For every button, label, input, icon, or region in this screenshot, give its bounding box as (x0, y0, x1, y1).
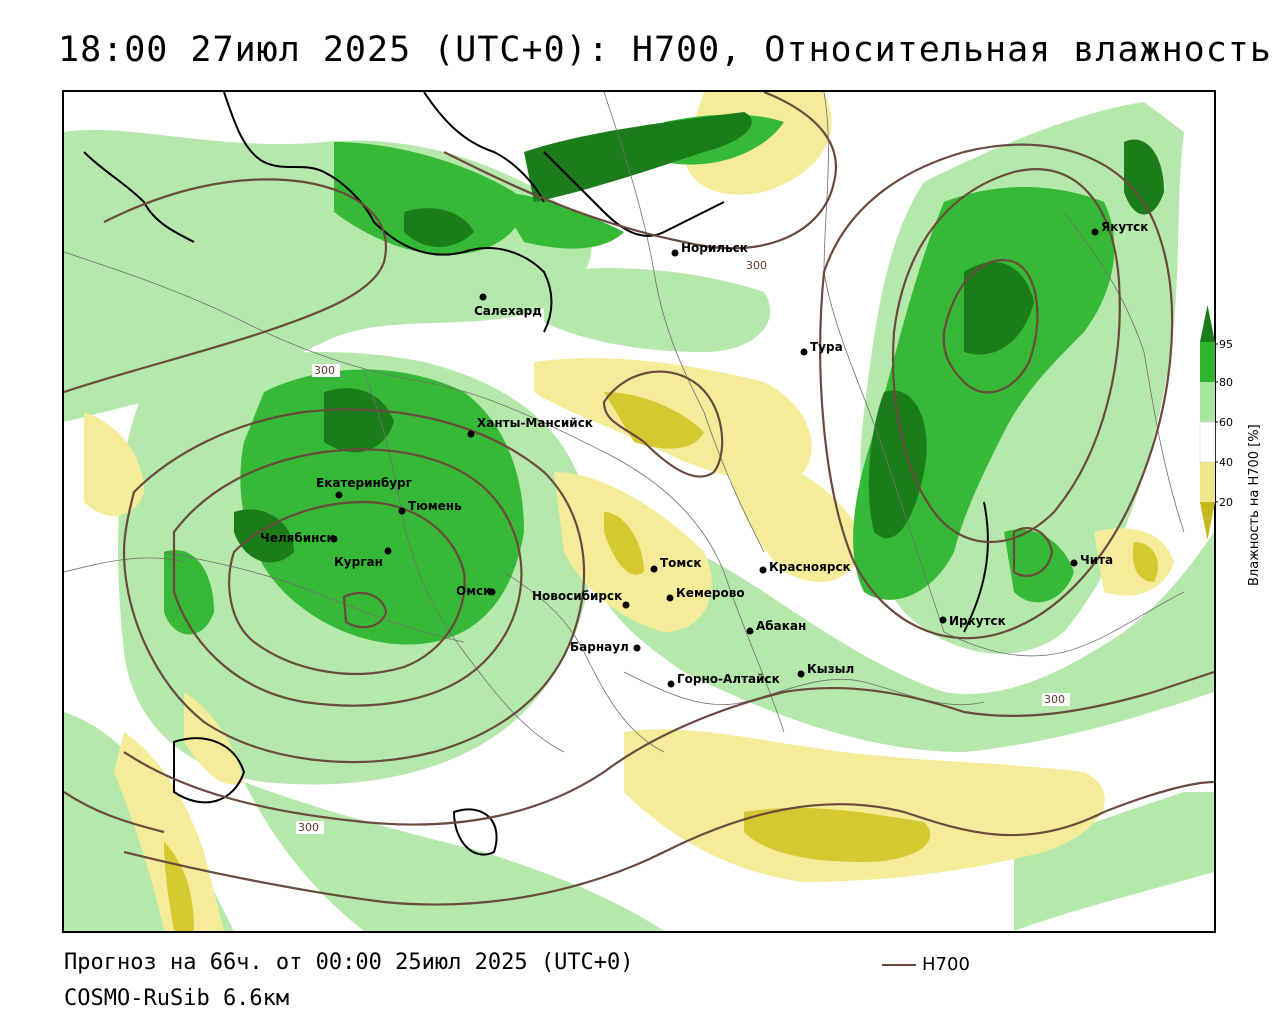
colorbar-tick: 60 (1219, 416, 1233, 429)
colorbar-top-arrow (1200, 305, 1215, 342)
city-abakan: Абакан (756, 619, 806, 633)
isoline-label: 300 (1044, 693, 1065, 706)
contour-line-label: H700 (922, 954, 970, 975)
isoline-label: 300 (298, 821, 319, 834)
colorbar-tick: 20 (1219, 496, 1233, 509)
city-tyumen: Тюмень (408, 499, 462, 513)
city-tomsk: Томск (660, 556, 702, 570)
city-novosibirsk: Новосибирск (532, 589, 622, 603)
city-yakutsk: Якутск (1101, 220, 1148, 234)
colorbar-tick: 95 (1219, 338, 1233, 351)
city-yekaterinburg: Екатеринбург (316, 476, 412, 490)
humidity-fill-95 (234, 112, 1164, 563)
city-kurgan: Курган (334, 555, 383, 569)
contour-labels: 300 300 300 300 (296, 259, 1070, 834)
humidity-fill-0 (164, 392, 1158, 931)
city-gorno-altaysk: Горно-Алтайск (677, 672, 780, 686)
model-name: COSMO-RuSib 6.6км (64, 986, 290, 1011)
forecast-info: Прогноз на 66ч. от 00:00 25июл 2025 (UTC… (64, 950, 634, 975)
colorbar-bottom-arrow (1200, 502, 1215, 540)
city-kemerovo: Кемерово (676, 586, 745, 600)
map-title: 18:00 27июл 2025 (UTC+0): H700, Относите… (58, 30, 1272, 70)
contour-line-swatch (882, 963, 916, 966)
isoline-label: 300 (314, 364, 335, 377)
city-omsk: Омск (456, 584, 491, 598)
isoline-label: 300 (746, 259, 767, 272)
contour-line-legend: H700 (882, 954, 970, 975)
city-chita: Чита (1080, 553, 1113, 567)
city-salekhard: Салехард (474, 304, 542, 318)
colorbar-tick: 80 (1219, 376, 1233, 389)
h700-contours (64, 92, 1214, 906)
city-tura: Тура (810, 340, 843, 354)
coastlines (83, 92, 989, 856)
city-norilsk: Норильск (681, 241, 748, 255)
city-barnaul: Барнаул (570, 640, 629, 654)
city-irkutsk: Иркутск (949, 614, 1006, 628)
city-krasnoyarsk: Красноярск (769, 560, 851, 574)
colorbar-tick: 40 (1219, 456, 1233, 469)
humidity-map: 300 300 300 300 Норильск Якутск Салехард… (64, 92, 1214, 931)
city-khanty-mansiysk: Ханты-Мансийск (477, 416, 593, 430)
colorbar-title: Влажность на H700 [%] (1247, 424, 1262, 586)
city-chelyabinsk: Челябинск (260, 531, 335, 545)
map-panel: 300 300 300 300 Норильск Якутск Салехард… (62, 90, 1216, 933)
city-kyzyl: Кызыл (807, 662, 854, 676)
humidity-colorbar: 95 80 60 40 20 (1199, 305, 1233, 540)
city-markers: Норильск Якутск Салехард Тура Ханты-Манс… (260, 220, 1148, 688)
colorbar-title-text: Влажность на H700 [%] (1247, 424, 1262, 586)
